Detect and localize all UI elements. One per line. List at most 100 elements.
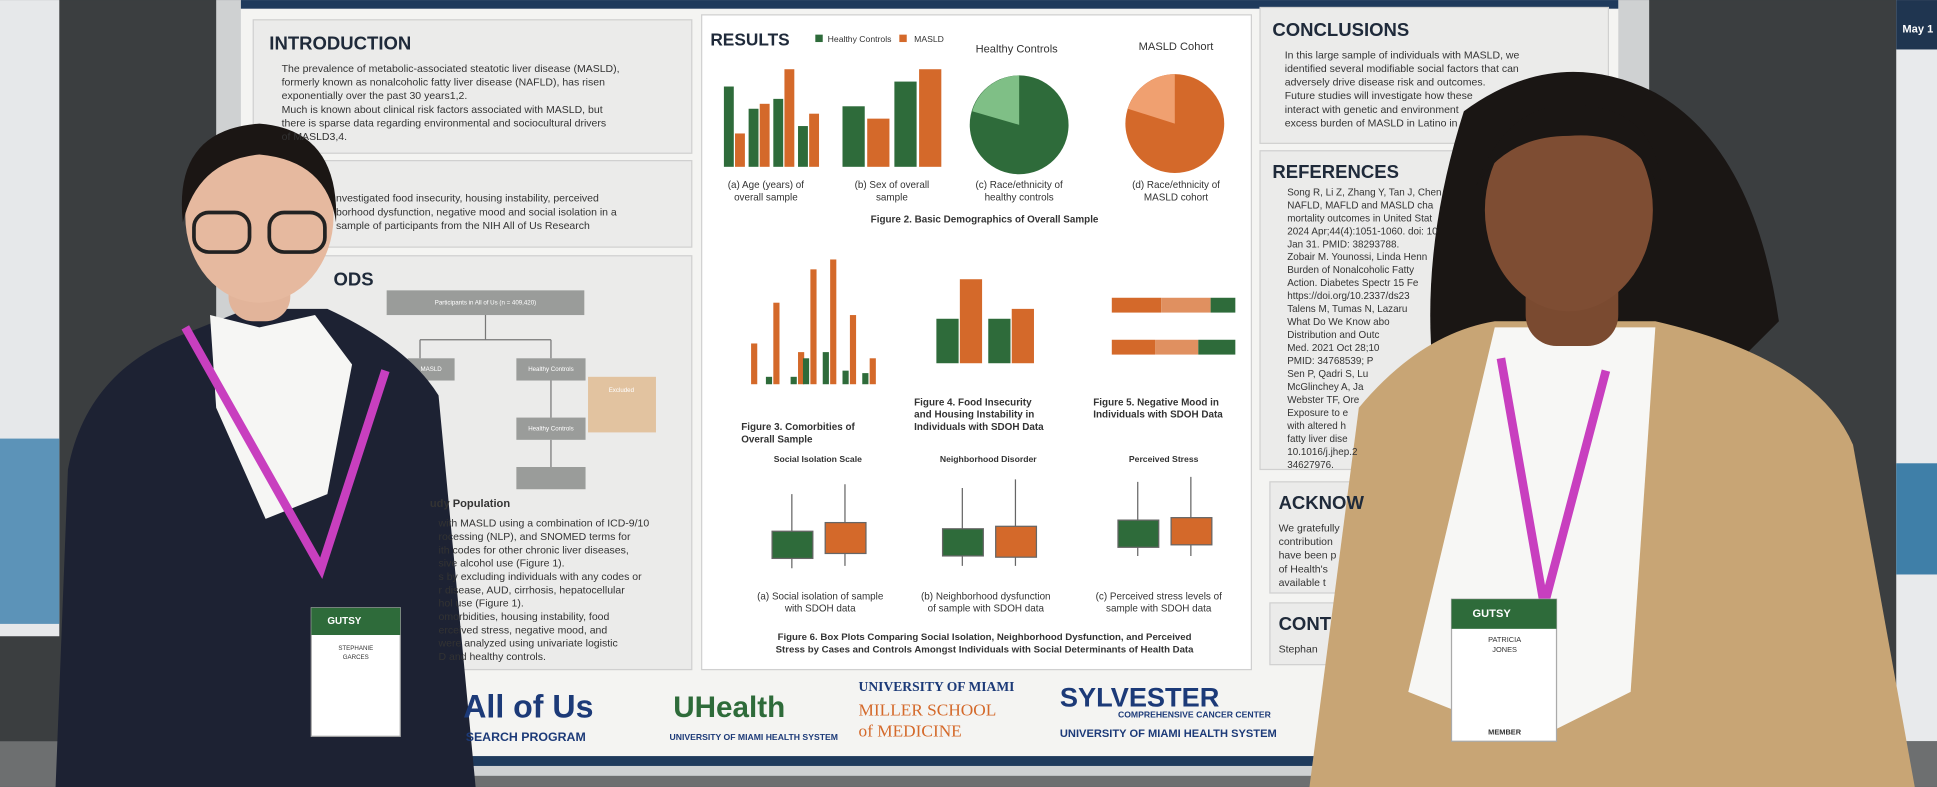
chart-title: Healthy Controls xyxy=(976,43,1059,55)
body-text: Talens M, Tumas N, Lazaru xyxy=(1287,304,1407,315)
caption: (c) Perceived stress levels of xyxy=(1096,591,1222,602)
body-text: We gratefully xyxy=(1279,523,1341,535)
body-text: Med. 2021 Oct 28;10 xyxy=(1287,343,1380,354)
body-text: identified several modifiable social fac… xyxy=(1285,63,1519,75)
body-text: hol use (Figure 1). xyxy=(439,598,524,610)
mood-stacked-bars xyxy=(1111,297,1236,355)
person-left xyxy=(55,123,476,787)
demographic-bars xyxy=(723,69,942,167)
body-text: borhood dysfunction, negative mood and s… xyxy=(336,206,617,218)
logo-text: of MEDICINE xyxy=(859,722,962,741)
box-plots xyxy=(771,476,1213,569)
legend-swatch xyxy=(899,34,907,43)
body-text: 34627976. xyxy=(1287,460,1334,471)
body-text: Action. Diabetes Spectr 15 Fe xyxy=(1287,278,1419,289)
section-title: CONCLUSIONS xyxy=(1272,19,1409,40)
body-text: interact with genetic and environment xyxy=(1285,104,1459,116)
legend-label: Healthy Controls xyxy=(828,34,892,44)
body-text: omorbidities, housing instability, food xyxy=(439,611,610,623)
logo-text: UNIVERSITY OF MIAMI HEALTH SYSTEM xyxy=(670,732,838,742)
body-text: Jan 31. PMID: 38293788. xyxy=(1287,239,1399,250)
body-text: Future studies will investigate how thes… xyxy=(1285,90,1473,102)
body-text: excess burden of MASLD in Latino in xyxy=(1285,117,1458,129)
figure-caption: Stress by Cases and Controls Amongst Ind… xyxy=(776,644,1195,655)
logo-text: COMPREHENSIVE CANCER CENTER xyxy=(1118,710,1272,720)
body-text: contribution xyxy=(1279,536,1333,548)
body-text: https://doi.org/10.2337/ds23 xyxy=(1287,291,1410,302)
section-title: CONT xyxy=(1279,613,1332,634)
badge-text: PATRICIA xyxy=(1488,635,1521,644)
flow-label: MASLD xyxy=(421,366,443,373)
body-text: Song R, Li Z, Zhang Y, Tan J, Chen xyxy=(1287,187,1441,198)
body-text: with MASLD using a combination of ICD-9/… xyxy=(438,518,650,530)
caption: (c) Race/ethnicity of xyxy=(976,180,1064,191)
body-text: s by excluding individuals with any code… xyxy=(439,571,643,583)
body-text: In this large sample of individuals with… xyxy=(1285,49,1520,61)
figure-caption: Individuals with SDOH Data xyxy=(914,422,1044,433)
body-text: Zobair M. Younossi, Linda Henn xyxy=(1287,252,1427,263)
flow-arrows xyxy=(419,315,552,468)
body-text: 10.1016/j.jhep.2 xyxy=(1287,447,1357,458)
flow-label: Participants in All of Us (n = 409,420) xyxy=(435,299,536,306)
body-text: mortality outcomes in United Stat xyxy=(1287,213,1432,224)
body-text: Distribution and Outc xyxy=(1287,330,1379,341)
caption: MASLD cohort xyxy=(1144,192,1208,203)
logo-text: UHealth xyxy=(673,691,785,724)
caption: (a) Social isolation of sample xyxy=(757,591,884,602)
poster-bottom-band xyxy=(240,756,1619,766)
body-text: erceived stress, negative mood, and xyxy=(439,624,608,636)
section-title: ACKNOW xyxy=(1279,492,1365,513)
body-text: available t xyxy=(1279,577,1326,589)
caption: (b) Neighborhood dysfunction xyxy=(921,591,1051,602)
body-text: Exposure to e xyxy=(1287,408,1348,419)
pie-charts xyxy=(969,74,1225,175)
legend-swatch xyxy=(815,34,823,43)
figure-caption: Figure 3. Comorbities of xyxy=(741,422,855,433)
logo-text: MILLER SCHOOL xyxy=(859,701,997,720)
section-title: ODS xyxy=(334,268,374,289)
caption: sample xyxy=(876,192,908,203)
poster-top-band xyxy=(240,0,1619,9)
figure-caption: Figure 4. Food Insecurity xyxy=(914,397,1032,408)
body-text: fatty liver dise xyxy=(1287,434,1348,445)
flow-box xyxy=(588,376,656,433)
body-text: with altered h xyxy=(1286,421,1346,432)
body-text: rocessing (NLP), and SNOMED terms for xyxy=(439,531,631,543)
logo-text: UNIVERSITY OF MIAMI xyxy=(859,679,1015,694)
section-title: REFERENCES xyxy=(1272,161,1399,182)
comorbidity-bars xyxy=(751,259,1034,385)
flow-label: Excluded xyxy=(609,387,635,394)
body-text: D and healthy controls. xyxy=(439,651,546,663)
body-text: of MASLD3,4. xyxy=(282,131,347,143)
caption: with SDOH data xyxy=(784,604,856,615)
body-text: Burden of Nonalcoholic Fatty xyxy=(1287,265,1414,276)
body-text: 2024 Apr;44(4):1051-1060. doi: 10 xyxy=(1287,226,1438,237)
flow-box xyxy=(516,417,586,440)
figure-caption: Figure 5. Negative Mood in xyxy=(1093,397,1219,408)
body-text: of Health's xyxy=(1279,563,1328,575)
flow-label: Healthy Controls xyxy=(528,366,574,373)
body-text: sample of participants from the NIH All … xyxy=(336,220,590,232)
chart-title: Social Isolation Scale xyxy=(774,454,862,464)
side-poster-panel xyxy=(0,438,60,624)
body-text: exponentially over the past 30 years1,2. xyxy=(282,90,468,102)
caption: healthy controls xyxy=(985,192,1054,203)
body-text: were analyzed using univariate logistic xyxy=(438,638,618,650)
badge-text: STEPHANIE xyxy=(338,645,373,652)
badge-text: GUTSY xyxy=(1473,608,1512,620)
flow-box xyxy=(386,290,585,316)
body-text: NAFLD, MAFLD and MASLD cha xyxy=(1287,200,1433,211)
flow-box xyxy=(516,467,586,490)
body-text: Sen P, Qadri S, Lu xyxy=(1287,369,1368,380)
caption: sample with SDOH data xyxy=(1106,604,1212,615)
chart-title: Neighborhood Disorder xyxy=(940,454,1037,464)
figure-caption: Overall Sample xyxy=(741,434,813,445)
subheading: udy Population xyxy=(430,498,510,510)
section-title: RESULTS xyxy=(710,29,789,49)
body-text: The prevalence of metabolic-associated s… xyxy=(282,63,620,75)
figure-caption: and Housing Instability in xyxy=(914,410,1034,421)
logo-text: SEARCH PROGRAM xyxy=(466,730,586,744)
body-text: What Do We Know abo xyxy=(1287,317,1390,328)
flow-box xyxy=(516,358,586,381)
